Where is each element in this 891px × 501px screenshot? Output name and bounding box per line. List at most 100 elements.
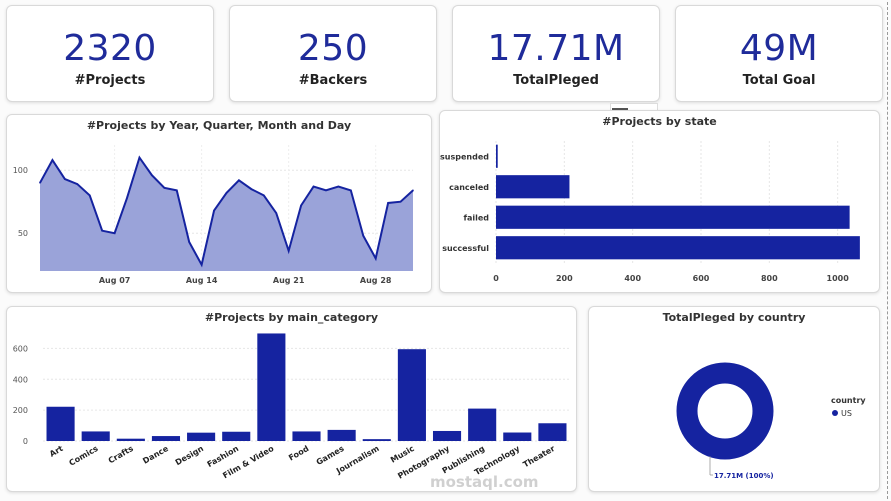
data-point: [325, 189, 327, 192]
data-point: [200, 263, 203, 266]
x-tick-label: Aug 28: [360, 276, 392, 285]
y-tick-label: 50: [18, 229, 28, 238]
x-tick-label: Music: [389, 444, 416, 465]
y-tick-label: 200: [13, 406, 28, 415]
kpi-label: TotalPleged: [513, 73, 599, 88]
kpi-card-total-pledged[interactable]: 17.71M TotalPleged: [452, 5, 660, 102]
kpi-card-projects[interactable]: 2320 #Projects: [6, 5, 214, 102]
data-point: [151, 174, 153, 177]
area-fill: [40, 157, 413, 271]
chart-title: #Projects by state: [602, 115, 717, 128]
data-point: [350, 189, 352, 192]
x-tick-label: 200: [556, 274, 573, 283]
y-tick-label: failed: [463, 213, 489, 222]
data-point: [113, 232, 116, 234]
kpi-value: 2320: [63, 28, 157, 69]
bar: [496, 175, 570, 199]
x-tick-label: Dance: [141, 444, 170, 466]
state-chart-card[interactable]: #Projects by state 0 200 400 600 800 1000 susp…: [439, 110, 880, 293]
data-point: [399, 200, 402, 203]
bar: [397, 349, 426, 441]
x-tick-label: 400: [624, 274, 641, 283]
x-tick-label: 800: [761, 274, 778, 283]
data-point: [374, 257, 377, 260]
data-point: [138, 156, 141, 159]
kpi-value: 17.71M: [487, 28, 625, 69]
data-point: [225, 192, 228, 194]
data-point: [287, 250, 290, 252]
bar: [81, 431, 110, 441]
bar: [222, 431, 251, 441]
y-tick-label: 0: [23, 437, 28, 446]
bar: [496, 205, 850, 229]
data-point: [275, 212, 278, 214]
bar: [362, 439, 391, 441]
x-tick-label: Crafts: [107, 444, 135, 466]
legend-swatch: [832, 410, 838, 416]
x-tick-label: Theater: [521, 444, 556, 469]
data-point: [51, 159, 54, 161]
data-point: [64, 178, 66, 180]
bar: [496, 236, 860, 260]
category-chart-card[interactable]: #Projects by main_category 0 200 400 600 Art…: [6, 306, 577, 492]
area-chart-card[interactable]: #Projects by Year, Quarter, Month and Da…: [6, 114, 432, 293]
chart-title: #Projects by main_category: [204, 311, 379, 324]
data-point: [76, 183, 79, 185]
kpi-label: Total Goal: [742, 73, 816, 88]
kpi-label: #Backers: [298, 73, 368, 88]
kpi-value: 250: [297, 28, 369, 69]
x-tick-label: 0: [493, 274, 499, 283]
y-tick-label: canceled: [449, 183, 489, 192]
x-tick-label: Food: [287, 444, 311, 463]
y-tick-label: 600: [13, 344, 28, 353]
data-point: [188, 241, 190, 243]
data-point: [213, 209, 215, 212]
x-tick-label: Art: [48, 444, 65, 459]
kpi-card-backers[interactable]: 250 #Backers: [229, 5, 437, 102]
x-tick-label: Aug 07: [99, 276, 131, 285]
bar: [116, 438, 145, 441]
data-point: [337, 185, 340, 188]
country-chart-card[interactable]: TotalPleged by country 17.71M (100%) coun…: [588, 306, 880, 492]
y-tick-label: 400: [13, 375, 28, 384]
kpi-card-total-goal[interactable]: 49M Total Goal: [675, 5, 883, 102]
watermark: mostaql.com: [430, 473, 539, 491]
bar: [257, 333, 286, 441]
data-point: [101, 229, 103, 232]
data-point: [250, 188, 253, 190]
bar: [292, 431, 321, 441]
bar: [187, 432, 216, 441]
bar: [151, 436, 181, 441]
chart-title: TotalPleged by country: [662, 311, 806, 324]
x-tick-label: 600: [693, 274, 710, 283]
bar: [432, 430, 462, 441]
drag-handle-icon: [612, 108, 628, 111]
x-tick-label: 1000: [827, 274, 850, 283]
data-point: [387, 202, 389, 204]
bar: [503, 432, 532, 441]
data-point: [88, 194, 91, 197]
data-point: [300, 204, 302, 207]
legend-item: US: [841, 409, 852, 418]
kpi-value: 49M: [739, 28, 819, 69]
y-tick-label: successful: [442, 244, 489, 253]
x-tick-label: Aug 14: [186, 276, 218, 285]
kpi-label: #Projects: [74, 73, 146, 88]
data-point: [263, 194, 265, 197]
bar: [538, 423, 567, 441]
x-tick-label: Design: [174, 444, 206, 467]
y-tick-label: 100: [13, 166, 28, 175]
donut-slice: [676, 362, 774, 460]
data-point: [175, 189, 178, 192]
y-tick-label: suspended: [440, 152, 489, 161]
x-tick-label: Aug 21: [273, 276, 305, 285]
data-point: [362, 234, 365, 237]
bar: [468, 408, 497, 441]
data-point: [238, 179, 240, 182]
data-point: [39, 182, 41, 184]
bar: [46, 406, 75, 441]
bar: [496, 144, 498, 168]
country-donut-chart: 17.71M (100%) country US: [676, 362, 866, 480]
